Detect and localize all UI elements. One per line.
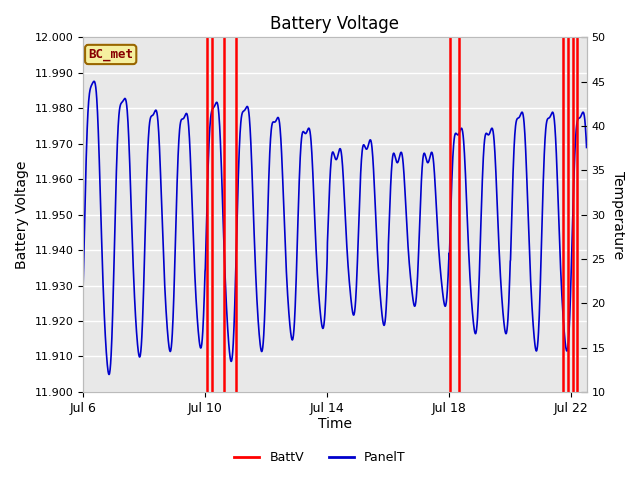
- Text: BC_met: BC_met: [88, 48, 133, 61]
- Legend: BattV, PanelT: BattV, PanelT: [229, 446, 411, 469]
- Y-axis label: Battery Voltage: Battery Voltage: [15, 160, 29, 269]
- Title: Battery Voltage: Battery Voltage: [270, 15, 399, 33]
- Y-axis label: Temperature: Temperature: [611, 170, 625, 259]
- X-axis label: Time: Time: [318, 418, 352, 432]
